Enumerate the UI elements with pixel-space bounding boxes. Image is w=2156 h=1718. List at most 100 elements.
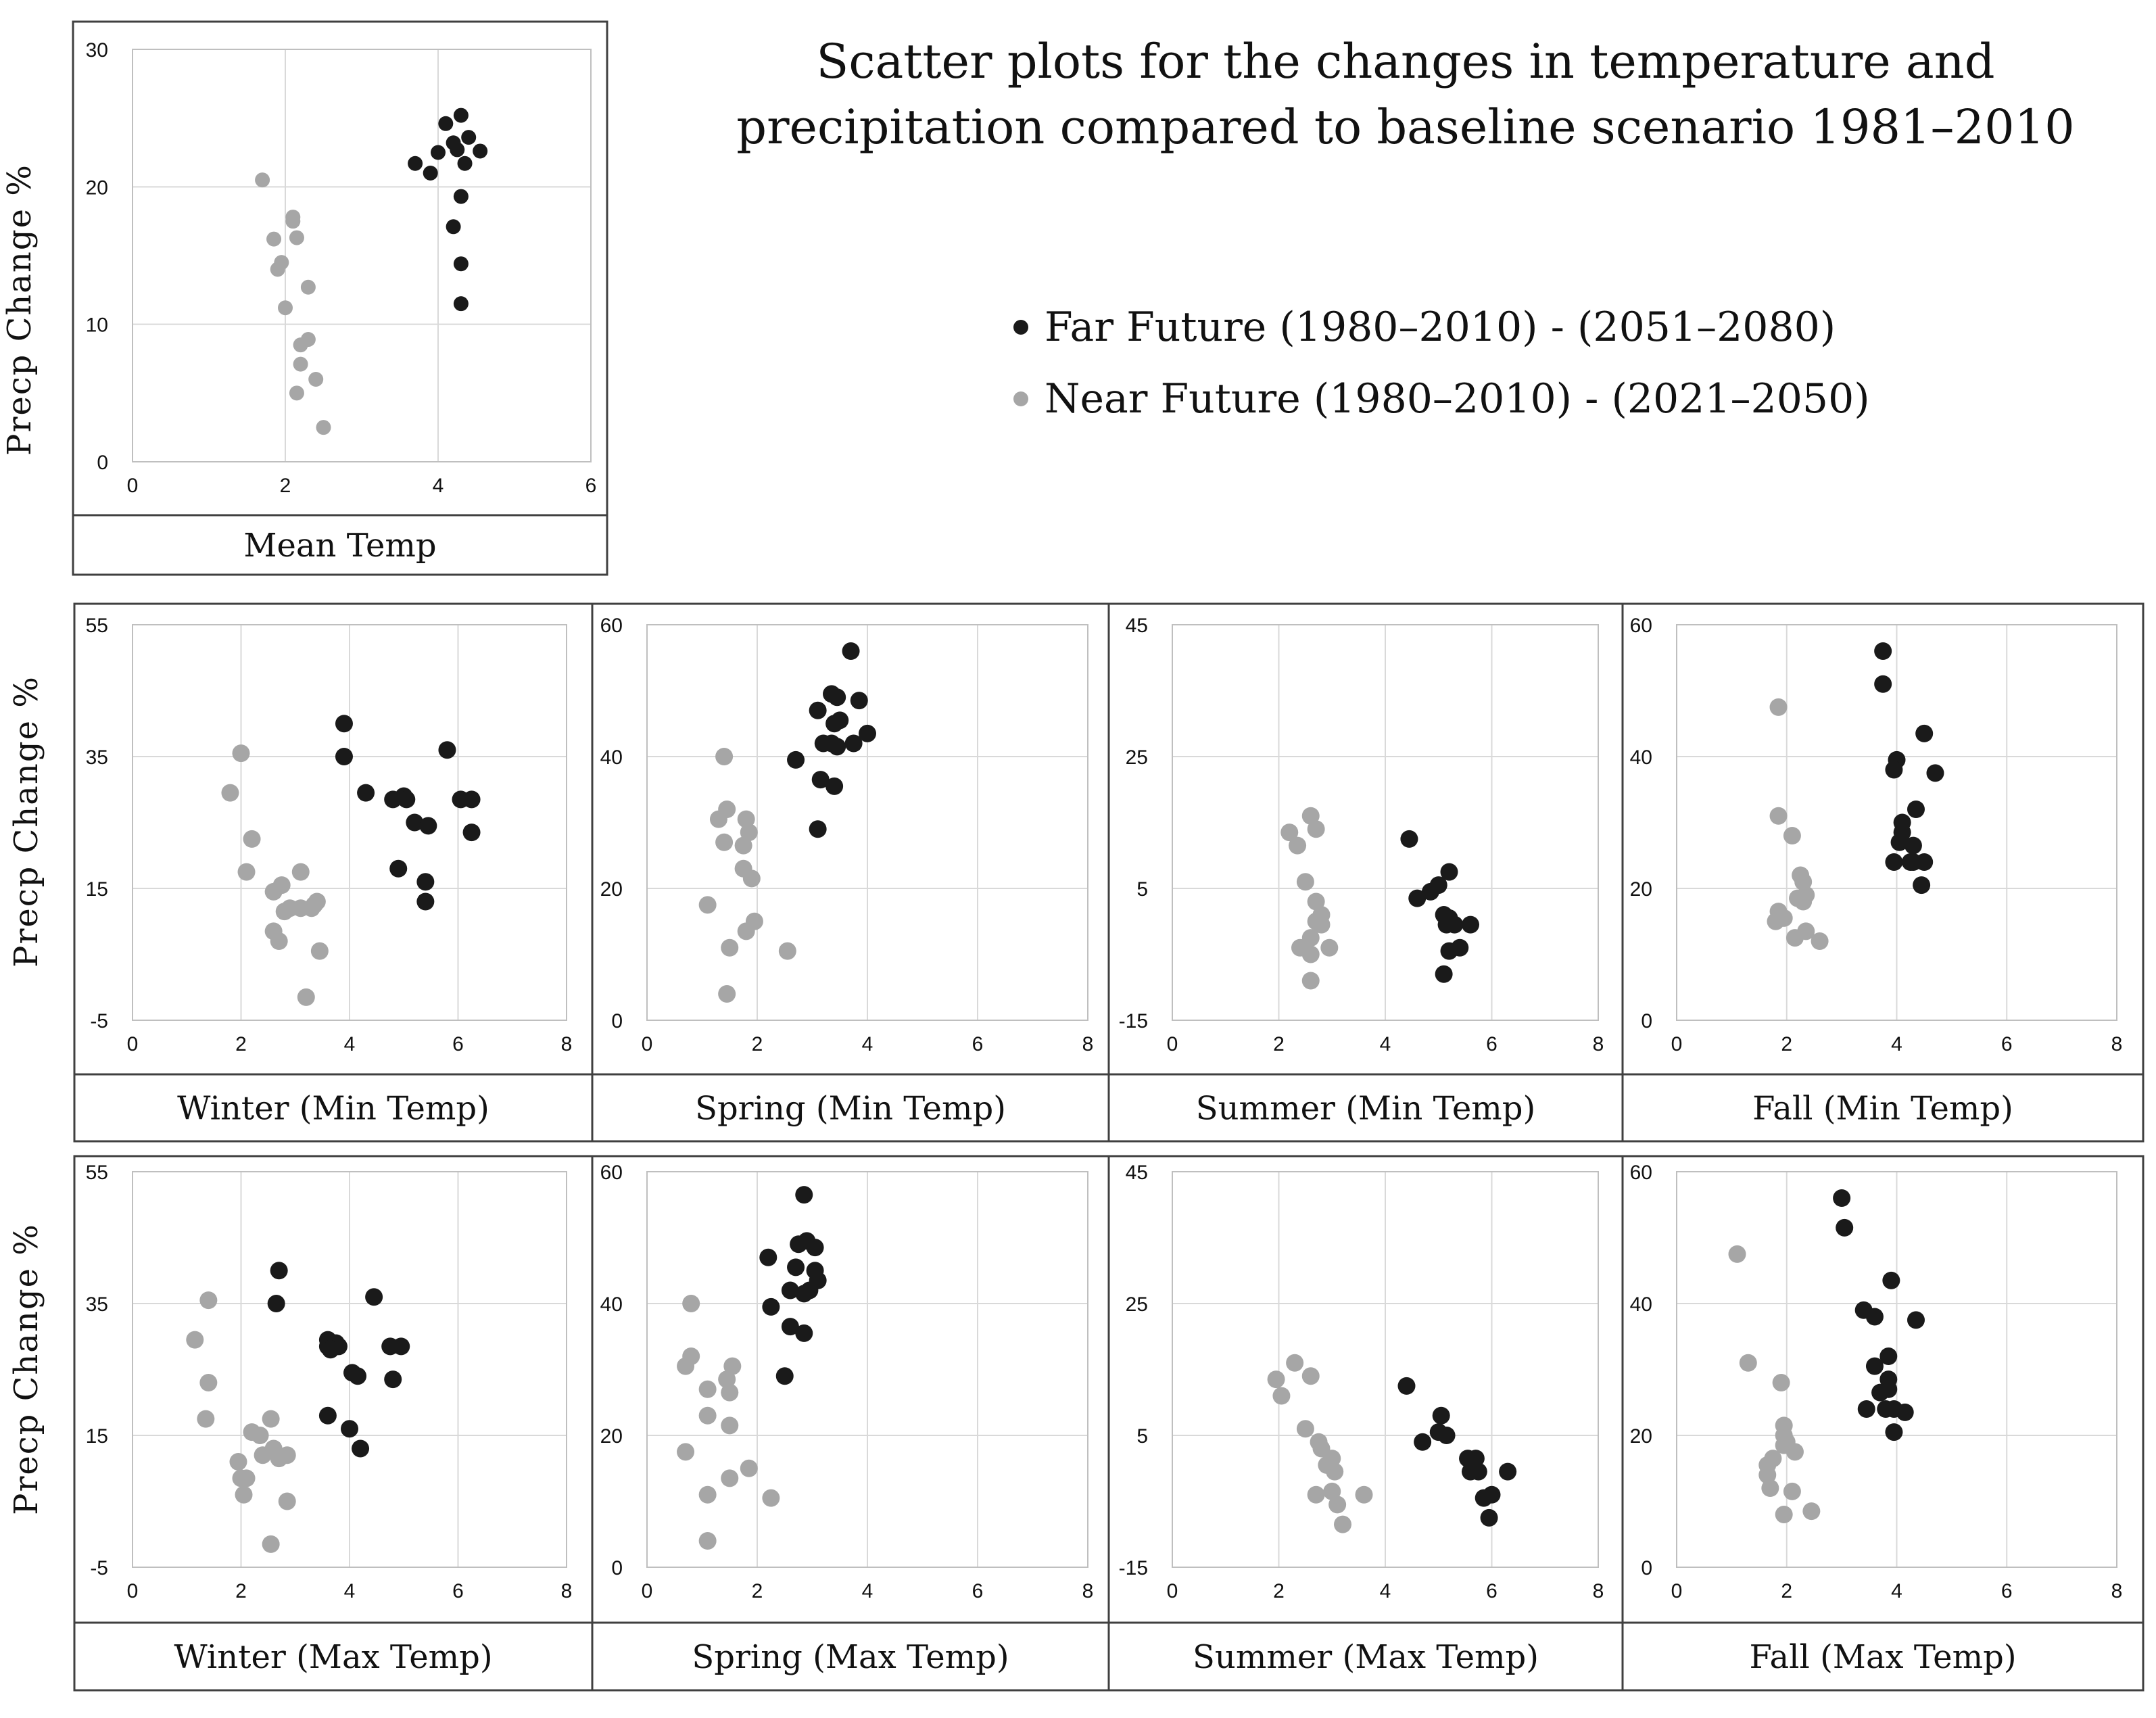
y-tick-label: 60 <box>1630 1162 1652 1184</box>
data-point-near <box>721 1469 738 1487</box>
panel-label: Winter (Min Temp) <box>177 1090 489 1128</box>
data-point-far <box>807 1239 824 1256</box>
data-point-near <box>1334 1516 1351 1533</box>
data-point-far <box>454 296 469 311</box>
data-point-far <box>423 166 438 181</box>
data-point-far <box>392 1337 410 1355</box>
data-point-far <box>365 1288 383 1306</box>
data-point-far <box>1398 1377 1416 1395</box>
data-point-far <box>416 873 434 890</box>
x-tick-label: 2 <box>235 1580 247 1602</box>
data-point-far <box>859 725 876 742</box>
y-tick-label: 0 <box>97 452 108 474</box>
data-point-far <box>1481 1509 1498 1527</box>
data-point-near <box>289 385 304 400</box>
data-point-far <box>398 790 415 808</box>
data-point-far <box>431 145 446 160</box>
x-tick-label: 6 <box>972 1580 984 1602</box>
legend-label-near: Near Future (1980–2010) - (2021–2050) <box>1045 375 1870 423</box>
x-tick-label: 4 <box>1891 1580 1902 1602</box>
data-point-near <box>270 262 285 277</box>
data-point-near <box>699 896 717 913</box>
data-point-far <box>268 1295 285 1312</box>
data-point-far <box>1926 764 1944 782</box>
y-tick-label: 0 <box>611 1010 623 1032</box>
data-point-far <box>1905 837 1922 855</box>
y-tick-label: 20 <box>600 878 623 901</box>
x-tick-label: 0 <box>127 1580 139 1602</box>
x-tick-label: 4 <box>1380 1580 1391 1602</box>
data-point-far <box>795 1186 813 1203</box>
data-point-far <box>809 820 827 838</box>
data-point-far <box>1885 761 1902 779</box>
y-tick-label: 60 <box>1630 615 1652 637</box>
data-point-far <box>416 893 434 911</box>
data-point-far <box>851 692 868 709</box>
data-point-near <box>1326 1463 1343 1481</box>
data-point-near <box>1320 939 1338 957</box>
x-tick-label: 6 <box>1486 1580 1498 1602</box>
x-tick-label: 6 <box>2001 1033 2013 1055</box>
x-tick-label: 8 <box>561 1033 573 1055</box>
data-point-far <box>458 156 473 171</box>
y-axis-title: Precp Change % <box>7 675 45 968</box>
data-point-far <box>787 1258 805 1276</box>
data-point-near <box>1767 913 1784 930</box>
data-point-near <box>1802 1502 1820 1520</box>
data-point-far <box>438 116 453 131</box>
x-tick-label: 4 <box>1380 1033 1391 1055</box>
x-tick-label: 0 <box>642 1033 653 1055</box>
data-point-far <box>1871 1384 1889 1402</box>
data-point-near <box>738 922 755 940</box>
data-point-near <box>1786 1443 1804 1460</box>
x-tick-label: 6 <box>585 475 597 497</box>
data-point-far <box>335 715 353 732</box>
data-point-far <box>1913 876 1930 894</box>
data-point-near <box>1783 1483 1801 1500</box>
data-point-near <box>699 1407 717 1425</box>
y-tick-label: 60 <box>600 615 623 637</box>
x-tick-label: 6 <box>452 1033 464 1055</box>
data-point-near <box>292 863 310 881</box>
data-point-far <box>419 817 437 834</box>
y-tick-label: -5 <box>90 1010 108 1032</box>
data-point-far <box>384 1370 402 1388</box>
data-point-near <box>285 210 300 224</box>
y-tick-label: 0 <box>1641 1557 1652 1579</box>
panel-label: Mean Temp <box>243 527 436 565</box>
data-point-near <box>1328 1496 1346 1513</box>
data-point-near <box>262 1410 280 1428</box>
data-point-far <box>454 108 469 123</box>
panel-label: Fall (Max Temp) <box>1749 1638 2016 1676</box>
legend-label-far: Far Future (1980–2010) - (2051–2080) <box>1045 304 1836 351</box>
data-point-near <box>1794 893 1812 911</box>
data-point-near <box>197 1410 214 1428</box>
data-point-near <box>229 1453 247 1471</box>
data-point-far <box>759 1249 777 1266</box>
data-point-far <box>1441 942 1458 960</box>
data-point-far <box>842 642 860 660</box>
data-point-near <box>1786 929 1804 947</box>
y-tick-label: 5 <box>1136 1425 1148 1448</box>
data-point-far <box>461 130 476 145</box>
y-tick-label: 5 <box>1136 878 1148 901</box>
y-tick-label: -15 <box>1119 1010 1148 1032</box>
data-point-near <box>278 300 293 315</box>
data-point-far <box>1833 1189 1850 1207</box>
data-point-near <box>279 1493 296 1510</box>
data-point-near <box>1286 1354 1303 1372</box>
data-point-far <box>1885 853 1902 871</box>
data-point-near <box>186 1331 203 1349</box>
data-point-near <box>199 1374 217 1391</box>
data-point-near <box>316 420 331 435</box>
x-tick-label: 2 <box>1273 1580 1285 1602</box>
x-tick-label: 2 <box>235 1033 247 1055</box>
data-point-far <box>1915 725 1933 742</box>
data-point-far <box>408 156 423 171</box>
x-tick-label: 4 <box>862 1033 873 1055</box>
data-point-far <box>454 189 469 204</box>
y-tick-label: 15 <box>86 878 108 901</box>
data-point-near <box>1729 1245 1746 1263</box>
y-tick-label: 45 <box>1126 1162 1148 1184</box>
data-point-near <box>199 1291 217 1309</box>
